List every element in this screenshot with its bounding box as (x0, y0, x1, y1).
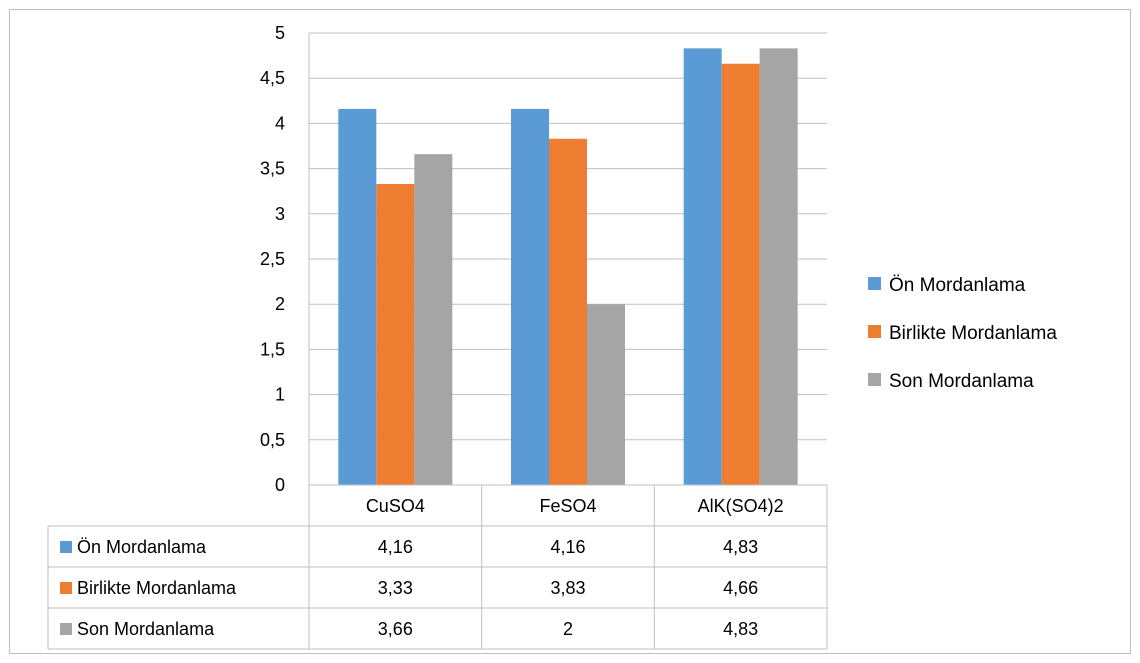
y-tick-label: 1 (275, 385, 285, 405)
bar (683, 48, 722, 485)
table-legend-key (60, 541, 72, 553)
table-value: 2 (563, 619, 573, 639)
x-category-label: FeSO4 (539, 496, 596, 516)
bars (338, 48, 798, 486)
bar (511, 108, 549, 485)
bar (414, 154, 453, 486)
bar (587, 304, 625, 485)
legend-key (868, 325, 881, 338)
legend-key (868, 277, 881, 290)
bar (549, 138, 587, 485)
bar (338, 108, 377, 485)
bar (376, 183, 415, 485)
table-value: 4,83 (723, 619, 758, 639)
y-tick-label: 3 (275, 204, 285, 224)
legend-label: Ön Mordanlama (889, 275, 1026, 296)
table-value: 4,83 (723, 537, 758, 557)
table-series-label: Son Mordanlama (77, 619, 215, 639)
x-category-label: AlK(SO4)2 (698, 496, 784, 516)
y-tick-label: 3,5 (260, 159, 285, 179)
table-value: 3,83 (550, 578, 585, 598)
y-tick-label: 5 (275, 23, 285, 43)
table-legend-key (60, 582, 72, 594)
y-tick-label: 2,5 (260, 249, 285, 269)
table-value: 4,16 (550, 537, 585, 557)
y-axis: 0 0,5 1 1,5 2 2,5 3 3,5 4 4,5 5 (260, 23, 285, 495)
data-table: CuSO4 FeSO4 AlK(SO4)2 Ön Mordanlama 4,16 4,16… (47, 33, 828, 650)
bar (759, 48, 798, 485)
table-value: 3,66 (378, 619, 413, 639)
y-tick-label: 4 (275, 113, 285, 133)
legend-key (868, 373, 881, 386)
x-category-label: CuSO4 (366, 496, 425, 516)
y-tick-label: 4,5 (260, 68, 285, 88)
y-tick-label: 0,5 (260, 430, 285, 450)
table-legend-key (60, 623, 72, 635)
legend-label: Birlikte Mordanlama (889, 323, 1057, 344)
table-series-label: Ön Mordanlama (77, 537, 207, 557)
y-tick-label: 1,5 (260, 339, 285, 359)
table-value: 3,33 (378, 578, 413, 598)
legend-label: Son Mordanlama (889, 371, 1034, 392)
y-tick-label: 0 (275, 475, 285, 495)
y-tick-label: 2 (275, 294, 285, 314)
bar (721, 63, 760, 486)
legend: Ön Mordanlama Birlikte Mordanlama Son Mord… (868, 275, 1057, 392)
table-value: 4,66 (723, 578, 758, 598)
table-value: 4,16 (378, 537, 413, 557)
table-series-label: Birlikte Mordanlama (77, 578, 237, 598)
